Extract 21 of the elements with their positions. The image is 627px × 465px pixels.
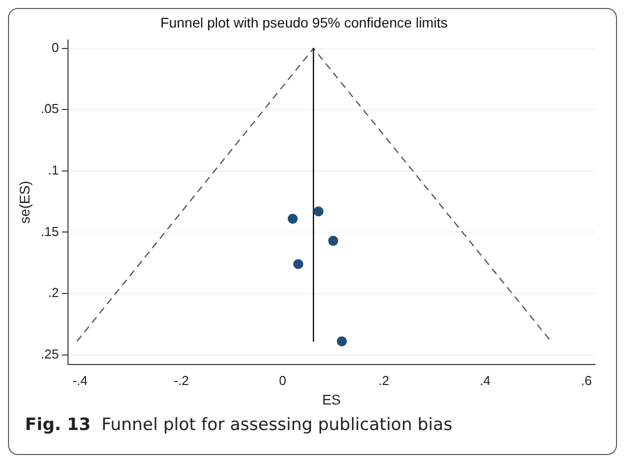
point (328, 236, 338, 246)
x-tick-label: .4 (480, 372, 491, 388)
y-tick-label: .05 (40, 101, 59, 116)
y-tick-label: .2 (48, 285, 59, 300)
y-tick-label: 0 (52, 40, 59, 55)
x-axis-title: ES (322, 391, 341, 408)
point (314, 206, 324, 216)
point (336, 336, 347, 346)
y-tick-label: .1 (48, 162, 59, 178)
x-tick-label: .2 (378, 372, 390, 388)
point (293, 259, 304, 270)
y-axis-title: se(ES) (16, 180, 32, 224)
x-tick-label: -.2 (174, 372, 189, 388)
caption: Fig. 13 Funnel plot for assessing publication bias (25, 415, 454, 435)
y-tick-label: .15 (40, 224, 59, 239)
point (288, 214, 298, 224)
x-tick-label: .6 (580, 372, 592, 388)
y-tick-label: .25 (40, 346, 59, 362)
x-tick-label: -.4 (72, 372, 88, 388)
chart-title: Funnel plot with pseudo 95% confidence limits (160, 14, 448, 30)
x-tick-label: 0 (278, 372, 286, 388)
